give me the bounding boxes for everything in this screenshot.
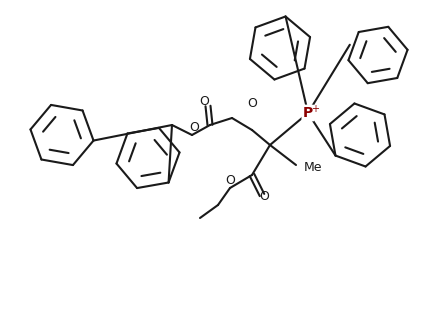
Text: O: O	[225, 173, 235, 186]
Text: Me: Me	[304, 161, 323, 173]
Text: O: O	[199, 95, 209, 108]
Text: +: +	[311, 104, 319, 114]
Text: P: P	[303, 106, 313, 120]
Text: O: O	[247, 97, 257, 109]
Text: O: O	[189, 120, 199, 133]
Text: O: O	[259, 191, 269, 203]
